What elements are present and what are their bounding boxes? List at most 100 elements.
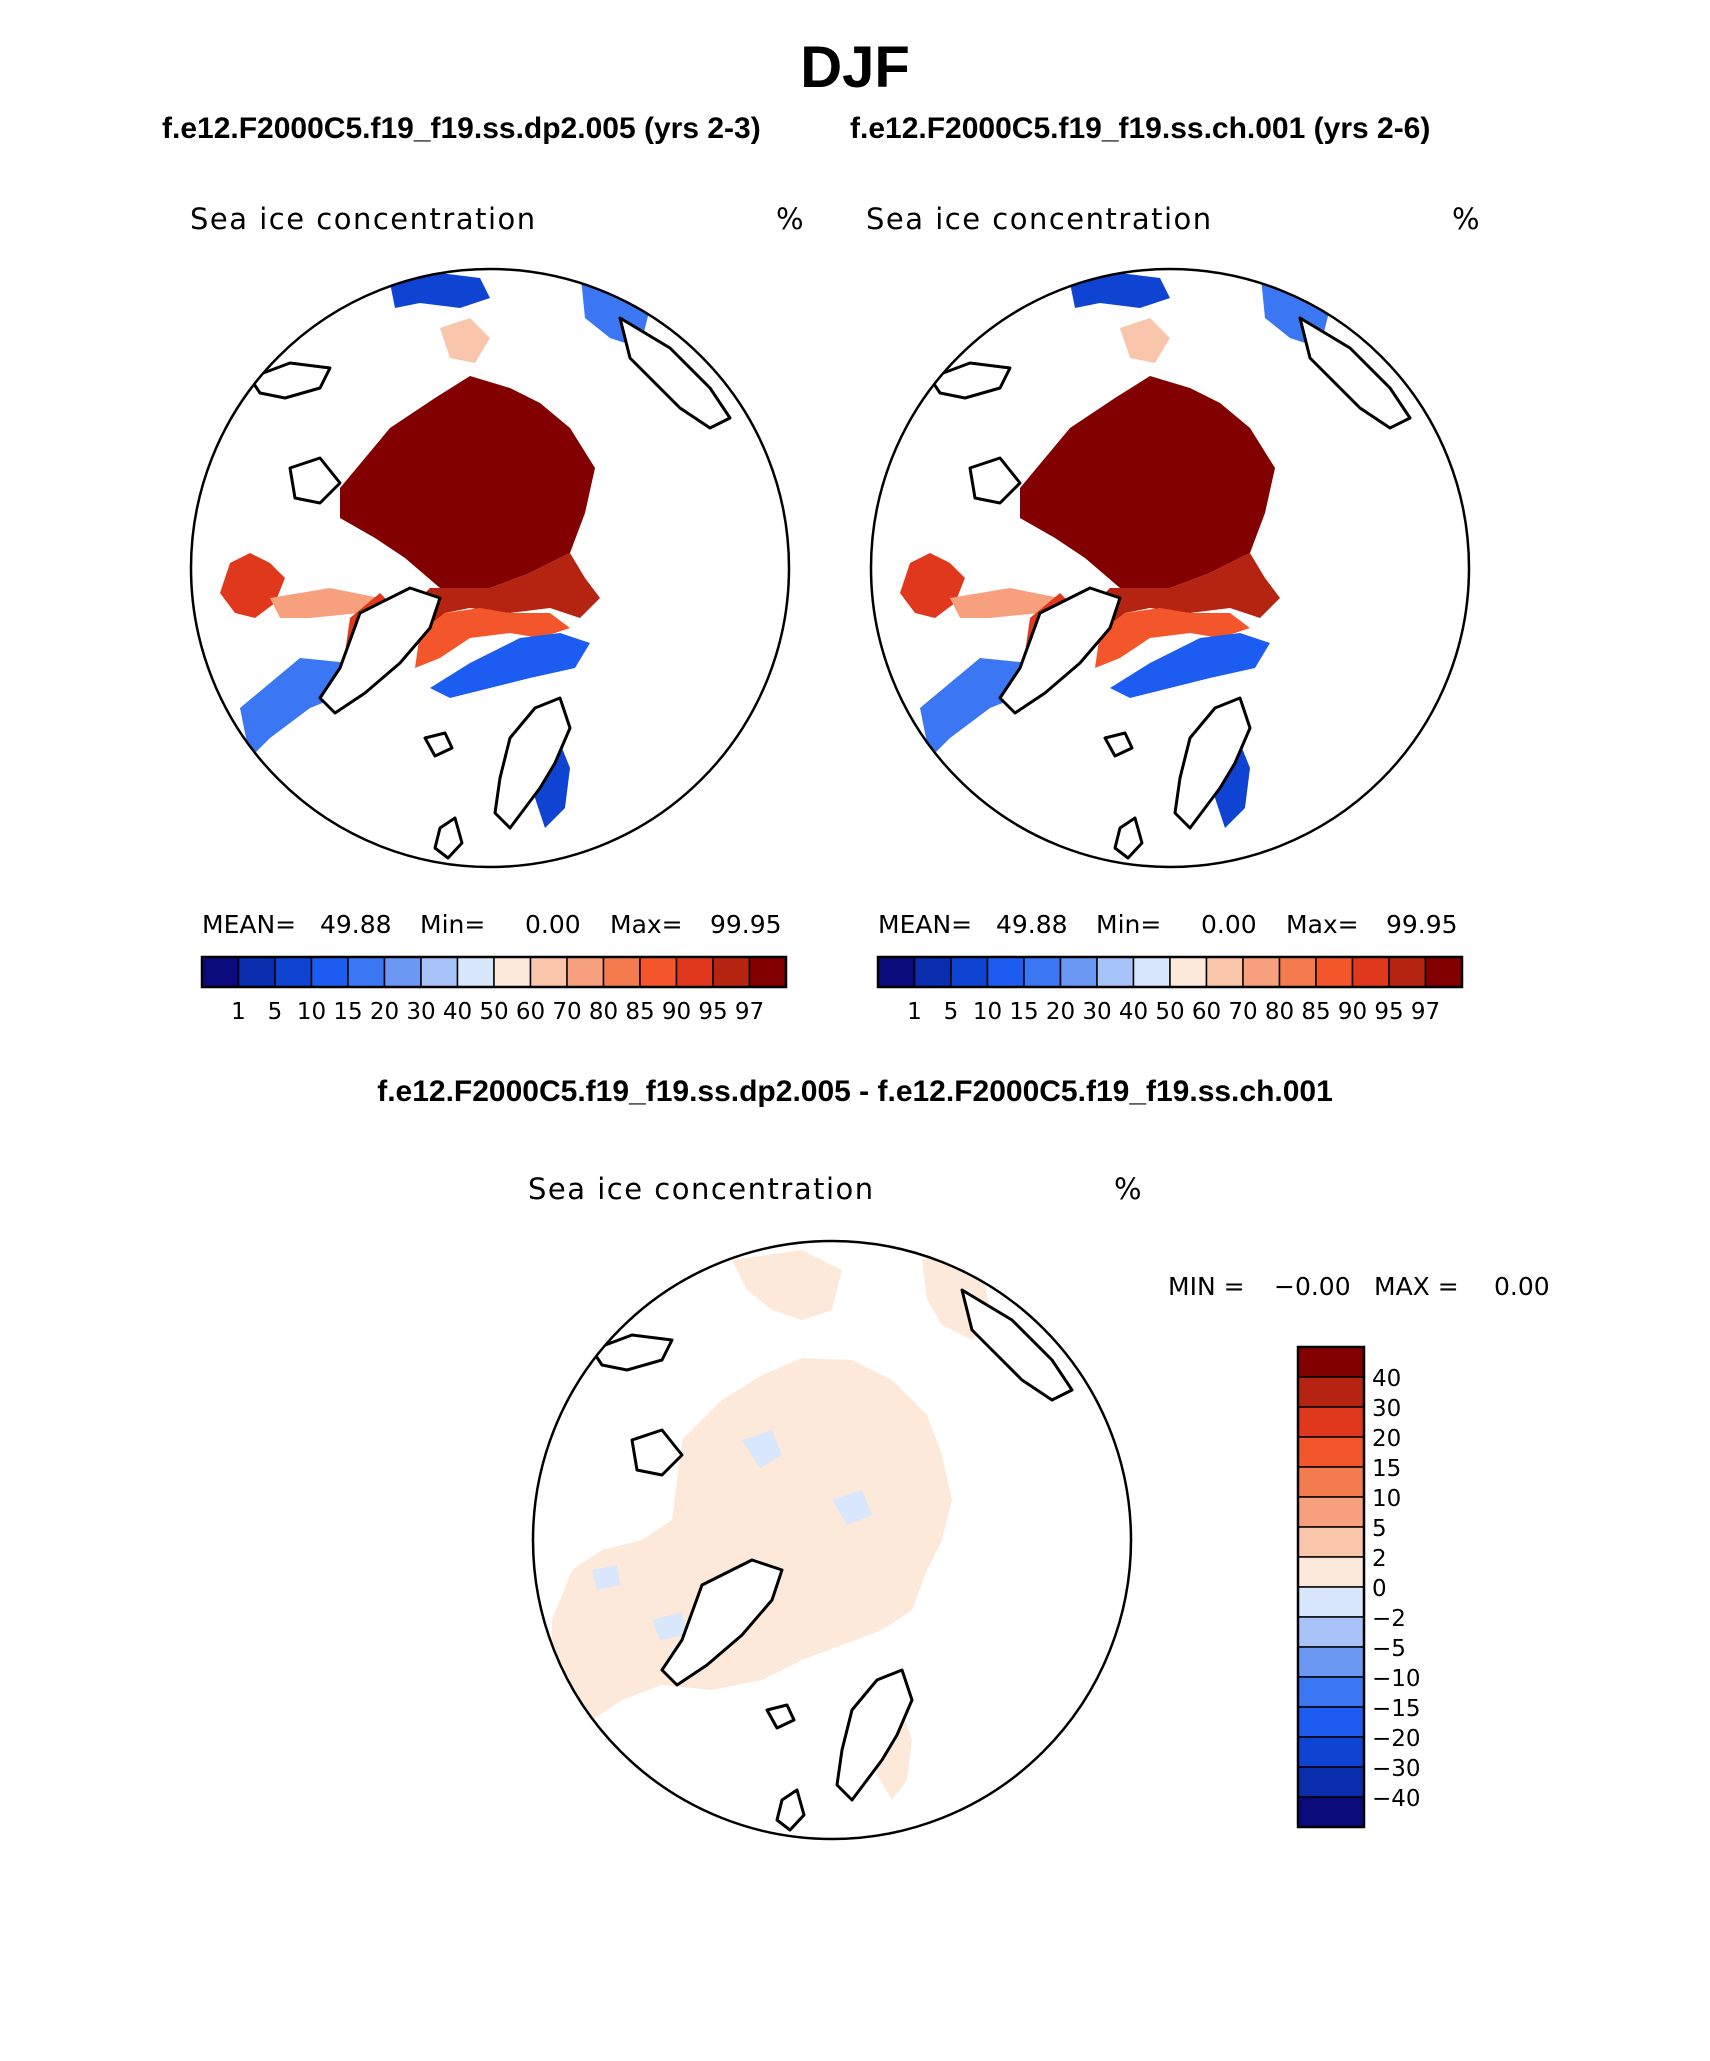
- panel-b-min-label: Min=: [1096, 910, 1162, 939]
- panel-b-max-value: 99.95: [1386, 910, 1458, 939]
- colorbar-box-a-5: [383, 956, 422, 988]
- colorbar-tick-b-6: 40: [1119, 999, 1148, 1025]
- colorbar-box-b-11: [1278, 956, 1317, 988]
- case-a-title: f.e12.F2000C5.f19_f19.ss.dp2.005 (yrs 2-…: [162, 112, 761, 145]
- siberia-b: [1298, 316, 1412, 430]
- panel-c-min-label: MIN =: [1168, 1272, 1245, 1301]
- colorbar-tick-b-3: 15: [1009, 999, 1038, 1025]
- diff-neg-patch-2: [832, 1490, 872, 1525]
- colorbar-box-a-8: [493, 956, 532, 988]
- panel-b-min-value: 0.00: [1201, 910, 1257, 939]
- colorbar-tick-a-3: 15: [333, 999, 362, 1025]
- siberia-a: [618, 316, 732, 430]
- colorbar-tick-b-4: 20: [1046, 999, 1075, 1025]
- colorbar-box-c-3: [1297, 1706, 1365, 1738]
- british-isles-c: [775, 1788, 806, 1832]
- colorbar-tick-c-4: −10: [1372, 1666, 1421, 1692]
- hudson-bay-b: [900, 553, 965, 618]
- colorbar-tick-c-1: −30: [1372, 1756, 1421, 1782]
- colorbar-frame-a: [200, 955, 788, 989]
- colorbar-frame-c: [1296, 1345, 1366, 1829]
- colorbar-tick-b-2: 10: [973, 999, 1002, 1025]
- diff-bering: [732, 1250, 842, 1320]
- scandinavia-b: [1173, 696, 1252, 830]
- colorbar-tick-a-6: 40: [443, 999, 472, 1025]
- diff-neg-patch-1: [742, 1430, 782, 1468]
- panel-a-min-value: 0.00: [525, 910, 581, 939]
- ice-ring-a: [405, 553, 600, 633]
- alaska-c: [590, 1333, 674, 1372]
- british-isles-a: [433, 816, 464, 860]
- panel-c-variable-label: Sea ice concentration: [528, 1172, 875, 1206]
- canadian-archipelago-b: [968, 456, 1022, 505]
- colorbar-box-c-1: [1297, 1766, 1365, 1798]
- panel-a-mean-value: 49.88: [320, 910, 392, 939]
- colorbar-box-a-6: [420, 956, 459, 988]
- colorbar-box-c-13: [1297, 1406, 1365, 1438]
- panel-b-mean-value: 49.88: [996, 910, 1068, 939]
- colorbar-tick-b-13: 95: [1374, 999, 1403, 1025]
- colorbar-box-a-7: [456, 956, 495, 988]
- colorbar-box-a-9: [529, 956, 568, 988]
- colorbar-tick-a-13: 95: [698, 999, 727, 1025]
- colorbar-box-a-4: [347, 956, 386, 988]
- colorbar-box-b-1: [913, 956, 952, 988]
- figure-title: DJF: [800, 35, 910, 100]
- colorbar-box-b-5: [1059, 956, 1098, 988]
- colorbar-tick-c-3: −15: [1372, 1696, 1421, 1722]
- colorbar-box-c-14: [1297, 1376, 1365, 1408]
- hudson-strait-b: [950, 588, 1060, 618]
- colorbar-box-a-12: [639, 956, 678, 988]
- ice-ring-b: [1085, 553, 1280, 633]
- colorbar-box-c-4: [1297, 1676, 1365, 1708]
- panel-a-map: [189, 267, 791, 869]
- colorbar-tick-c-0: −40: [1372, 1786, 1421, 1812]
- colorbar-tick-a-2: 10: [297, 999, 326, 1025]
- panel-a-colorbar: 1 5 10 15 20 30 40 50 60 70 80 85 90 95 97: [200, 955, 788, 1025]
- colorbar-box-b-4: [1023, 956, 1062, 988]
- colorbar-tick-a-14: 97: [735, 999, 764, 1025]
- colorbar-box-b-7: [1132, 956, 1171, 988]
- canadian-archipelago-c: [630, 1428, 684, 1477]
- ice-band-a: [415, 608, 570, 668]
- colorbar-box-a-15: [748, 956, 787, 988]
- colorbar-tick-b-9: 70: [1228, 999, 1257, 1025]
- colorbar-box-b-14: [1388, 956, 1427, 988]
- colorbar-box-c-0: [1297, 1796, 1365, 1828]
- panel-c-map: [531, 1239, 1133, 1841]
- colorbar-tick-a-12: 90: [662, 999, 691, 1025]
- colorbar-frame-b: [876, 955, 1464, 989]
- colorbar-box-a-14: [712, 956, 751, 988]
- iceland-c: [765, 1703, 796, 1730]
- bering-ice-b: [1120, 318, 1170, 363]
- difference-title: f.e12.F2000C5.f19_f19.ss.dp2.005 - f.e12…: [377, 1075, 1333, 1108]
- diff-neg-patch-3: [652, 1612, 687, 1640]
- colorbar-tick-c-5: −5: [1372, 1636, 1406, 1662]
- canadian-archipelago-a: [288, 456, 342, 505]
- panel-c-max-value: 0.00: [1494, 1272, 1550, 1301]
- iceland-b: [1103, 731, 1134, 758]
- siberia-c: [960, 1288, 1074, 1402]
- scandinavia-c: [835, 1668, 914, 1802]
- greenland-b: [998, 586, 1122, 715]
- colorbar-tick-a-11: 85: [625, 999, 654, 1025]
- colorbar-tick-c-9: 5: [1372, 1516, 1387, 1542]
- colorbar-box-c-6: [1297, 1616, 1365, 1648]
- colorbar-tick-a-8: 60: [516, 999, 545, 1025]
- colorbar-box-a-1: [237, 956, 276, 988]
- panel-b-map: [869, 267, 1471, 869]
- colorbar-box-b-15: [1424, 956, 1463, 988]
- colorbar-tick-b-14: 97: [1411, 999, 1440, 1025]
- colorbar-tick-b-0: 1: [907, 999, 922, 1025]
- colorbar-tick-c-2: −20: [1372, 1726, 1421, 1752]
- hudson-bay-a: [220, 553, 285, 618]
- colorbar-tick-b-12: 90: [1338, 999, 1367, 1025]
- panel-b-variable-label: Sea ice concentration: [866, 202, 1213, 236]
- colorbar-tick-a-9: 70: [552, 999, 581, 1025]
- colorbar-tick-b-1: 5: [944, 999, 959, 1025]
- colorbar-tick-a-0: 1: [231, 999, 246, 1025]
- colorbar-tick-c-8: 2: [1372, 1546, 1387, 1572]
- panel-b-units-label: %: [1452, 202, 1482, 236]
- colorbar-tick-c-12: 20: [1372, 1426, 1401, 1452]
